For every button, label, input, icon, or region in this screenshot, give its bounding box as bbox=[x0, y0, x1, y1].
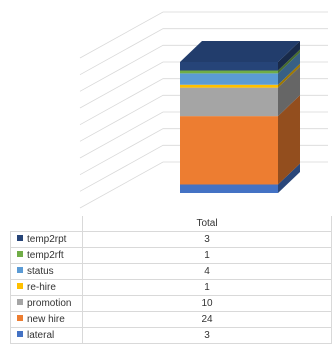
data-table-header-row: Total bbox=[11, 216, 332, 232]
legend-swatch bbox=[17, 299, 23, 305]
data-table-value: 24 bbox=[82, 311, 332, 328]
chart-plot bbox=[79, 11, 328, 209]
bar-segment-side-promotion bbox=[278, 66, 300, 117]
data-table-value: 3 bbox=[82, 327, 332, 344]
legend-label: temp2rpt bbox=[27, 234, 67, 245]
legend-swatch bbox=[17, 251, 23, 257]
legend-label: status bbox=[27, 266, 54, 277]
legend-label: lateral bbox=[27, 330, 55, 341]
bar-segment-side-new-hire bbox=[278, 95, 300, 185]
stacked-bar-total bbox=[180, 41, 300, 193]
legend-swatch bbox=[17, 331, 23, 337]
data-table-value: 1 bbox=[82, 279, 332, 296]
legend-label: new hire bbox=[27, 314, 65, 325]
bar-top-face bbox=[180, 41, 300, 62]
legend-entry: temp2rpt bbox=[10, 231, 83, 248]
bar-segment-new-hire bbox=[180, 116, 278, 185]
gridline bbox=[79, 28, 328, 76]
bar-segment-side-re-hire bbox=[278, 63, 300, 88]
legend-label: promotion bbox=[27, 298, 72, 309]
legend-swatch bbox=[17, 235, 23, 241]
legend-swatch bbox=[17, 267, 23, 273]
data-table-value: 10 bbox=[82, 295, 332, 312]
data-table-row: lateral 3 bbox=[10, 327, 332, 344]
bar-segment-side-temp2rft bbox=[278, 49, 300, 74]
data-table-row: new hire 24 bbox=[10, 311, 332, 328]
bar-segment-status bbox=[180, 73, 278, 85]
data-table-header: Total bbox=[82, 216, 332, 232]
bar-segment-lateral bbox=[180, 184, 278, 193]
legend-entry: new hire bbox=[10, 311, 83, 328]
bar-segment-re-hire bbox=[180, 84, 278, 88]
data-table-row: re-hire 1 bbox=[10, 279, 332, 296]
data-table-row: temp2rpt 3 bbox=[10, 231, 332, 248]
legend-entry: promotion bbox=[10, 295, 83, 312]
legend-label: temp2rft bbox=[27, 250, 64, 261]
bar-segment-temp2rpt bbox=[180, 62, 278, 71]
chart-data-table: Total temp2rpt 3 temp2rft 1 status 4 re-… bbox=[10, 216, 332, 344]
data-table-value: 1 bbox=[82, 247, 332, 264]
bar-segment-side-status bbox=[278, 52, 300, 85]
legend-swatch bbox=[17, 315, 23, 321]
legend-label: re-hire bbox=[27, 282, 56, 293]
legend-entry: status bbox=[10, 263, 83, 280]
legend-entry: re-hire bbox=[10, 279, 83, 296]
bar-segment-side-lateral bbox=[278, 163, 300, 193]
data-table-row: promotion 10 bbox=[10, 295, 332, 312]
data-table-row: temp2rft 1 bbox=[10, 247, 332, 264]
gridline bbox=[79, 11, 328, 59]
legend-entry: temp2rft bbox=[10, 247, 83, 264]
data-table-value: 3 bbox=[82, 231, 332, 248]
legend-entry: lateral bbox=[10, 327, 83, 344]
data-table-row: status 4 bbox=[10, 263, 332, 280]
bar-segment-temp2rft bbox=[180, 70, 278, 74]
bar-segment-side-temp2rpt bbox=[278, 41, 300, 71]
legend-swatch bbox=[17, 283, 23, 289]
data-table-value: 4 bbox=[82, 263, 332, 280]
data-table-corner bbox=[11, 216, 83, 232]
bar-segment-promotion bbox=[180, 87, 278, 117]
